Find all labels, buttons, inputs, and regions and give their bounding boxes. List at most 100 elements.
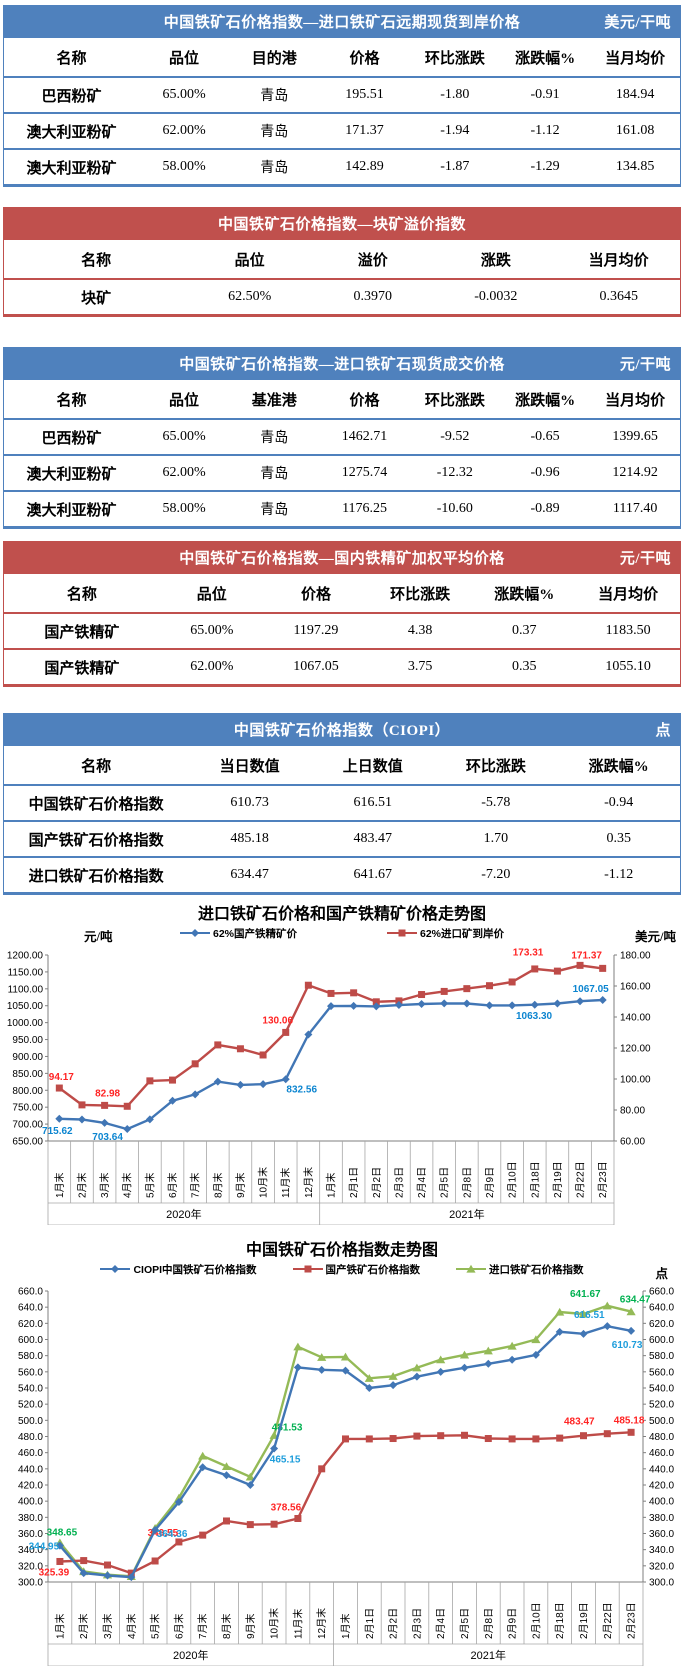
series-marker [293, 1363, 302, 1372]
x-axis-label: 1月末 [53, 1613, 66, 1639]
series-marker [80, 1557, 88, 1565]
row-name-cell: 澳大利亚粉矿 [3, 454, 139, 491]
legend-label: 进口铁矿石价格指数 [489, 1263, 584, 1276]
series-marker [317, 1365, 326, 1374]
x-axis-label: 2月2日 [371, 1167, 383, 1198]
series-marker [412, 1363, 422, 1372]
table-row: 澳大利亚粉矿 62.00% 青岛 1275.74 -12.32 -0.96 1214.92 [3, 454, 681, 491]
legend-marker-icon [456, 1264, 487, 1273]
legend-label: 62%进口矿到岸价 [420, 927, 505, 940]
chart-plot: 300.0 320.0 340.0 360.0 380.0 400.0 420.0 440.0… [18, 1287, 674, 1666]
price-table: 名称 品位 目的港 价格 环比涨跌 涨跌幅% 当月均价 巴西粉矿 65.00% 青岛 195.51 -… [3, 38, 681, 187]
left-axis-tick-label: 380.0 [18, 1513, 43, 1524]
table-row: 国产铁精矿 62.00% 1067.05 3.75 0.35 1055.10 [3, 648, 681, 686]
x-axis-label: 3月末 [98, 1172, 111, 1198]
left-axis-tick-label: 320.0 [18, 1561, 43, 1572]
ciopi-index-trend-chart: 点 中国铁矿石价格指数走势图 CIOPI中国铁矿石价格指数 国产铁矿石价格指数 进口… [0, 1241, 684, 1666]
value-cell: 1462.71 [341, 429, 388, 444]
x-axis-label: 7月末 [196, 1613, 209, 1639]
chart-legend: 62%国产铁精矿价 62%进口矿到岸价 [0, 925, 684, 941]
series-marker [579, 1329, 588, 1338]
series-marker [394, 1001, 403, 1010]
column-header: 品位 [159, 574, 264, 614]
x-axis-label: 2月23日 [597, 1161, 609, 1198]
value-cell: 142.89 [319, 148, 410, 186]
x-axis-label: 4月末 [125, 1613, 138, 1639]
table-ciopi-index: 中国铁矿石价格指数（CIOPI） 点 名称 当日数值 上日数值 环比涨跌 涨跌幅% 中国铁… [3, 713, 681, 895]
table-unit: 美元/干吨 [604, 15, 671, 31]
value-cell: 1055.10 [576, 648, 681, 686]
value-cell: 1.70 [434, 820, 558, 857]
left-axis-tick-label: 440.0 [18, 1464, 43, 1475]
left-axis-tick-label: 540.0 [18, 1384, 43, 1395]
series-marker [222, 1471, 231, 1480]
series-marker [556, 1434, 564, 1442]
series-marker [598, 995, 607, 1004]
left-axis-tick-label: 1100.00 [8, 984, 44, 995]
series-marker [318, 1465, 326, 1473]
right-axis-tick-label: 480.0 [649, 1432, 674, 1443]
x-axis-label: 3月末 [101, 1613, 114, 1639]
series-marker [603, 1430, 611, 1438]
series-marker [213, 1077, 222, 1086]
table-row: 国产铁精矿 65.00% 1197.29 4.38 0.37 1183.50 [4, 613, 681, 649]
column-header: 环比涨跌 [434, 746, 558, 786]
data-point-label: 173.31 [513, 947, 544, 958]
series-marker [627, 1428, 635, 1436]
x-axis-label: 2月3日 [411, 1608, 423, 1639]
series-marker [342, 1435, 349, 1443]
series-marker [191, 1090, 200, 1099]
value-cell: 134.85 [590, 148, 681, 186]
left-axis-tick-label: 520.0 [18, 1400, 43, 1411]
row-name-cell: 澳大利亚粉矿 [3, 112, 139, 149]
price-table: 名称 品位 基准港 价格 环比涨跌 涨跌幅% 当月均价 巴西粉矿 65.00% 青岛 1462.71… [3, 380, 681, 529]
series-marker [462, 999, 471, 1008]
column-header: 当月均价 [590, 380, 681, 420]
series-marker [418, 991, 426, 999]
column-header: 当月均价 [590, 38, 681, 78]
header-row: 名称 当日数值 上日数值 环比涨跌 涨跌幅% [3, 746, 681, 786]
table-title-band: 中国铁矿石价格指数—国内铁精矿加权平均价格 元/干吨 [3, 541, 681, 574]
column-header: 当月均价 [557, 240, 681, 280]
chart-title: 进口铁矿石价格和国产铁精矿价格走势图 [197, 906, 486, 923]
table-title: 中国铁矿石价格指数—进口铁矿石远期现货到岸价格 [163, 15, 521, 31]
legend-marker-icon [190, 929, 199, 937]
right-axis-tick-label: 140.00 [620, 1013, 651, 1024]
series-marker [349, 1001, 358, 1010]
x-axis-label: 2月10日 [507, 1161, 519, 1198]
series-marker [198, 1463, 207, 1472]
series-marker [55, 1541, 64, 1550]
x-axis-label: 2月9日 [507, 1608, 519, 1639]
series-marker [191, 1060, 199, 1068]
column-header: 名称 [3, 38, 139, 78]
x-axis-label: 2月4日 [416, 1167, 428, 1198]
column-header: 涨跌幅% [499, 38, 591, 78]
x-axis-label: 2月10日 [530, 1602, 542, 1639]
right-axis-tick-label: 500.0 [649, 1416, 674, 1427]
column-header: 基准港 [229, 380, 320, 420]
left-axis-tick-label: 1000.00 [7, 1018, 44, 1029]
value-cell: 青岛 [260, 431, 289, 446]
chart-plot: 650.00 700.00 750.00 800.00 850.00 900.00 950.… [7, 947, 651, 1225]
right-axis-tick-label: 80.00 [620, 1106, 645, 1117]
data-point-label: 325.39 [39, 1567, 70, 1578]
value-cell: -0.0032 [474, 289, 518, 304]
column-header: 涨跌 [434, 240, 558, 280]
series-marker [440, 987, 448, 995]
x-axis-label: 5月末 [143, 1172, 156, 1198]
value-cell: 62.00% [159, 648, 264, 686]
column-header: 涨跌幅% [472, 574, 577, 614]
value-cell: 0.37 [511, 623, 537, 638]
series-marker [507, 1341, 517, 1350]
data-point-label: 94.17 [49, 1072, 74, 1083]
series-marker [101, 1101, 109, 1109]
table-forward-spot-cfr: 中国铁矿石价格指数—进口铁矿石远期现货到岸价格 美元/干吨 名称 品位 目的港 价格环… [3, 5, 681, 187]
series-marker [293, 1342, 303, 1351]
right-axis-tick-label: 360.0 [649, 1529, 674, 1540]
series-marker [531, 1350, 540, 1359]
value-cell: 1176.25 [319, 490, 410, 528]
row-name-cell: 国产铁精矿 [3, 648, 160, 686]
value-cell: 青岛 [229, 112, 320, 149]
series-marker [350, 989, 358, 997]
series-marker [127, 1569, 135, 1577]
